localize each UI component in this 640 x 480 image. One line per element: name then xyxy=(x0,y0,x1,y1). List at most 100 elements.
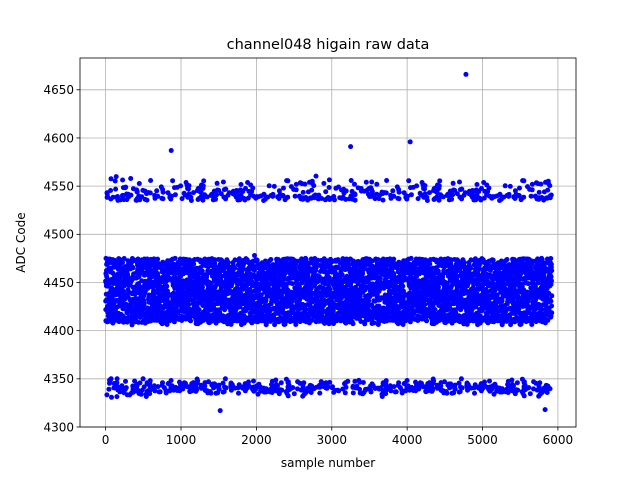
data-point xyxy=(113,186,119,192)
data-point xyxy=(383,378,389,384)
data-point xyxy=(160,380,165,386)
data-point xyxy=(408,255,414,261)
data-point xyxy=(153,266,159,272)
data-point xyxy=(186,302,192,308)
data-point xyxy=(276,319,282,325)
data-point xyxy=(191,261,197,267)
data-point xyxy=(452,386,458,392)
data-point xyxy=(188,198,194,203)
data-point xyxy=(154,188,160,194)
data-point xyxy=(128,192,134,198)
data-point xyxy=(371,320,377,326)
data-point xyxy=(449,196,454,202)
data-point xyxy=(450,192,456,198)
data-point xyxy=(400,283,406,289)
data-point xyxy=(128,176,134,181)
data-point xyxy=(178,183,184,189)
data-point xyxy=(225,260,231,265)
data-point xyxy=(290,385,296,391)
data-point xyxy=(251,378,256,384)
data-point xyxy=(112,178,118,184)
data-point xyxy=(383,190,389,196)
data-point xyxy=(200,197,206,203)
data-point xyxy=(141,301,147,307)
data-point xyxy=(201,178,207,184)
data-point xyxy=(396,189,402,195)
data-point xyxy=(139,278,145,284)
data-point xyxy=(140,376,146,382)
data-point xyxy=(391,256,397,262)
data-point xyxy=(222,307,228,313)
data-point xyxy=(300,189,306,195)
data-point xyxy=(330,308,336,314)
data-point xyxy=(352,197,358,203)
data-point xyxy=(144,197,150,203)
data-point xyxy=(404,378,410,383)
data-point xyxy=(345,378,351,384)
data-point xyxy=(108,376,114,382)
data-point xyxy=(406,178,412,184)
data-point xyxy=(384,178,390,183)
data-point xyxy=(213,196,218,202)
data-point xyxy=(348,178,354,183)
data-point xyxy=(350,390,356,396)
data-point xyxy=(120,177,126,183)
data-point xyxy=(130,265,136,271)
data-point xyxy=(293,322,299,327)
data-point xyxy=(374,181,380,187)
data-point xyxy=(236,390,241,396)
data-point xyxy=(152,388,158,394)
data-point xyxy=(350,321,356,327)
data-point xyxy=(422,302,428,308)
data-point xyxy=(172,192,178,198)
data-point xyxy=(432,307,438,313)
data-point xyxy=(164,283,170,289)
data-point xyxy=(123,184,129,190)
data-point xyxy=(172,255,178,261)
data-point xyxy=(164,322,170,327)
data-point xyxy=(171,319,177,325)
data-point xyxy=(134,189,140,195)
data-point xyxy=(285,178,291,184)
data-point xyxy=(123,378,128,384)
data-point xyxy=(311,183,317,189)
data-point xyxy=(368,389,374,395)
data-point xyxy=(431,378,437,384)
data-point xyxy=(238,182,244,187)
data-point xyxy=(179,196,185,202)
data-point xyxy=(468,265,474,271)
data-point xyxy=(363,179,369,185)
data-point xyxy=(143,394,149,399)
data-point xyxy=(266,183,272,189)
data-point xyxy=(121,256,127,261)
data-point xyxy=(195,378,201,384)
data-point xyxy=(120,260,125,265)
data-point xyxy=(263,298,269,304)
data-point xyxy=(369,179,375,185)
data-point xyxy=(186,183,192,189)
data-point xyxy=(160,196,166,202)
data-point xyxy=(317,390,323,396)
data-point xyxy=(155,193,161,199)
data-point xyxy=(108,176,114,182)
data-point xyxy=(139,194,145,200)
data-point xyxy=(137,380,143,386)
data-point xyxy=(108,188,114,193)
data-point xyxy=(148,178,154,183)
data-point xyxy=(114,394,120,400)
data-point xyxy=(285,194,291,200)
data-point xyxy=(214,192,220,198)
data-point xyxy=(157,389,163,395)
data-point xyxy=(293,187,299,193)
data-point xyxy=(278,380,284,386)
data-point xyxy=(458,307,464,313)
data-point xyxy=(188,318,194,324)
data-point xyxy=(459,385,465,391)
data-point xyxy=(430,385,436,391)
data-point xyxy=(106,386,112,392)
data-point xyxy=(450,180,456,186)
data-point xyxy=(155,256,161,262)
data-point xyxy=(427,261,433,267)
data-point xyxy=(360,380,366,385)
data-point xyxy=(223,385,229,391)
